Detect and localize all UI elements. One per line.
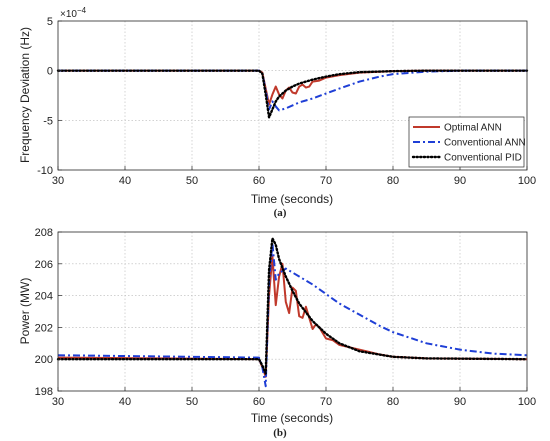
x-tick-label-a: 100 bbox=[518, 175, 536, 187]
x-tick-label-b: 60 bbox=[253, 396, 265, 408]
x-tick-label-a: 50 bbox=[186, 175, 198, 187]
x-tick-label-b: 70 bbox=[320, 396, 332, 408]
series-optimal-ann-b bbox=[57, 254, 528, 378]
legend: Optimal ANN Conventional ANN Conventional … bbox=[408, 116, 526, 168]
y-tick-label-b: 206 bbox=[35, 259, 53, 271]
axes-frame-a bbox=[57, 20, 528, 171]
ticks-b: 30 40 50 60 70 80 90 100 198 200 202 204 206 208 bbox=[35, 227, 537, 408]
plot-area-b bbox=[58, 232, 527, 391]
legend-label-optimal-ann: Optimal ANN bbox=[444, 123, 502, 134]
panel-label-a: (a) bbox=[274, 207, 287, 219]
y-tick-label-a: 0 bbox=[47, 66, 53, 78]
x-tick-label-b: 90 bbox=[454, 396, 466, 408]
y-tick-label-a: 5 bbox=[47, 16, 53, 28]
axes-frame-b bbox=[57, 231, 528, 392]
series-lines-a bbox=[56, 69, 529, 119]
y-axis-label-b: Power (MW) bbox=[18, 278, 32, 345]
x-tick-label-a: 90 bbox=[454, 175, 466, 187]
x-tick-label-b: 50 bbox=[186, 396, 198, 408]
legend-label-conventional-ann: Conventional ANN bbox=[444, 138, 526, 149]
y-tick-label-b: 200 bbox=[35, 354, 53, 366]
y-tick-label-a: -10 bbox=[37, 165, 53, 177]
series-lines-b bbox=[56, 237, 529, 388]
series-conventional-pid-b bbox=[56, 237, 529, 375]
x-tick-label-b: 100 bbox=[518, 396, 536, 408]
x-tick-label-a: 70 bbox=[320, 175, 332, 187]
x-tick-label-a: 60 bbox=[253, 175, 265, 187]
panel-label-b: (b) bbox=[273, 427, 287, 439]
y-tick-label-b: 204 bbox=[35, 291, 53, 303]
y-tick-label-b: 208 bbox=[35, 227, 53, 239]
y-tick-label-b: 198 bbox=[35, 386, 53, 398]
x-axis-label-b: Time (seconds) bbox=[251, 411, 333, 425]
series-conventional-ann-b bbox=[57, 242, 528, 388]
x-tick-label-b: 80 bbox=[387, 396, 399, 408]
x-tick-label-a: 40 bbox=[119, 175, 131, 187]
legend-label-conventional-pid: Conventional PID bbox=[444, 153, 522, 164]
y-tick-label-b: 202 bbox=[35, 322, 53, 334]
x-tick-label-a: 30 bbox=[52, 175, 64, 187]
power-panel: 30 40 50 60 70 80 90 100 198 200 202 204 206 208 Time… bbox=[18, 227, 536, 439]
y-axis-label-a: Frequency Deviation (Hz) bbox=[18, 27, 32, 163]
x-tick-label-a: 80 bbox=[387, 175, 399, 187]
y-tick-label-a: -5 bbox=[43, 115, 53, 127]
series-conventional-pid-a bbox=[56, 69, 529, 119]
x-tick-label-b: 40 bbox=[119, 396, 131, 408]
x-tick-label-b: 30 bbox=[52, 396, 64, 408]
x-axis-label-a: Time (seconds) bbox=[251, 192, 333, 206]
y-exponent-label-a: ×10−4 bbox=[60, 6, 87, 20]
